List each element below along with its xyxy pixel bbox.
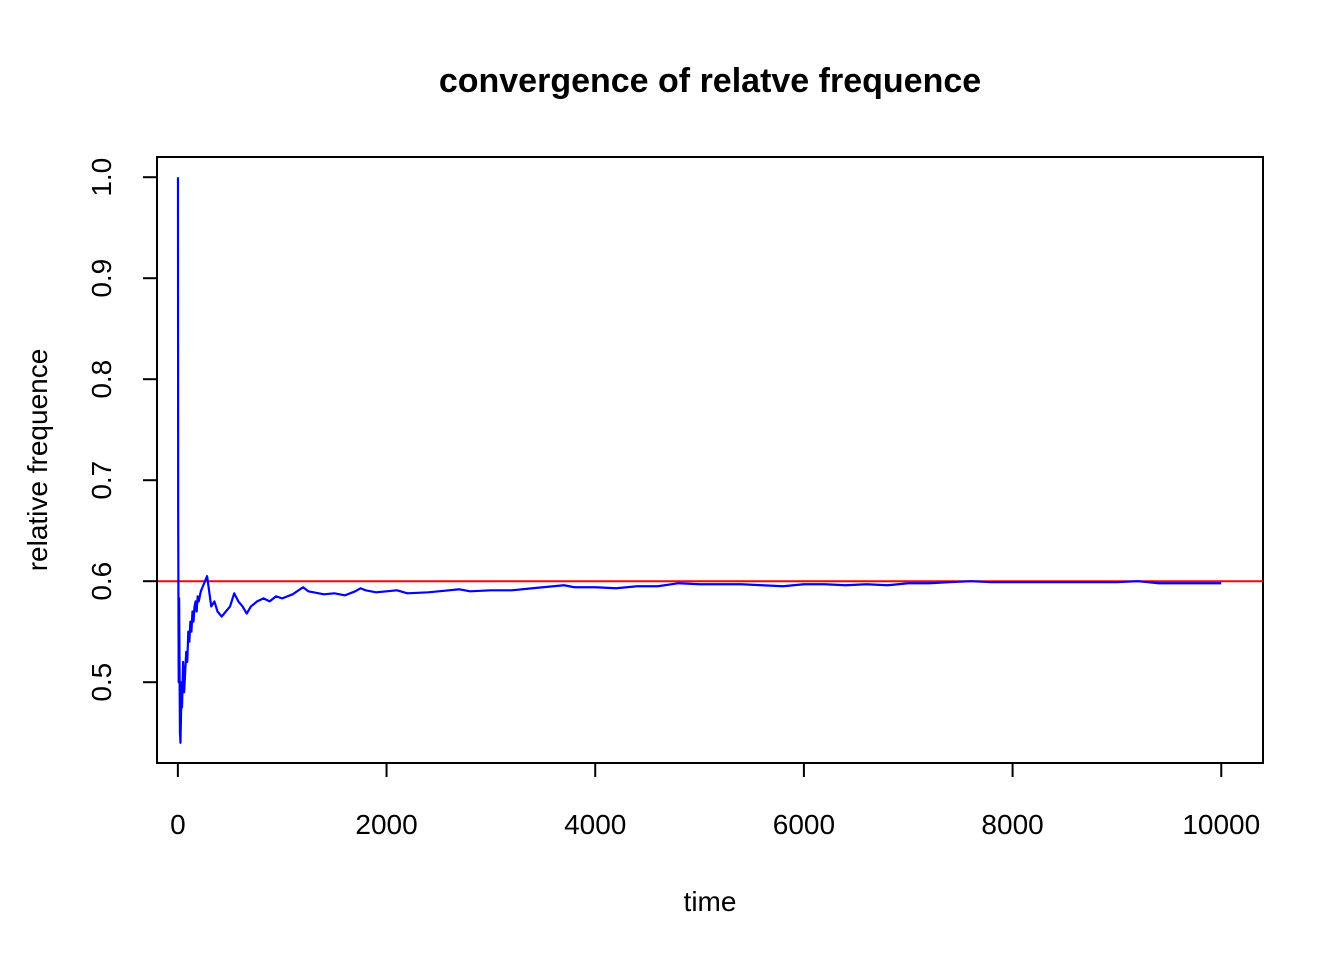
y-tick-label: 0.5 [86, 663, 117, 702]
x-tick-label: 10000 [1182, 809, 1260, 840]
y-tick-label: 0.6 [86, 562, 117, 601]
chart-title: convergence of relatve frequence [439, 62, 981, 100]
x-axis-label: time [684, 886, 737, 917]
y-axis: 0.5 0.6 0.7 0.8 0.9 1.0 [86, 158, 158, 702]
y-tick-label: 0.9 [86, 259, 117, 298]
y-axis-label: relative frequence [22, 349, 53, 572]
y-tick-label: 1.0 [86, 158, 117, 197]
x-tick-label: 2000 [355, 809, 417, 840]
series-line-0 [176, 177, 1222, 744]
plot-frame [156, 156, 1264, 764]
x-tick-label: 0 [170, 809, 186, 840]
x-tick-label: 4000 [564, 809, 626, 840]
y-tick-label: 0.7 [86, 461, 117, 500]
y-tick-label: 0.8 [86, 360, 117, 399]
x-tick-label: 8000 [981, 809, 1043, 840]
x-axis: 0 2000 4000 6000 8000 10000 [170, 762, 1260, 840]
x-tick-label: 6000 [773, 809, 835, 840]
